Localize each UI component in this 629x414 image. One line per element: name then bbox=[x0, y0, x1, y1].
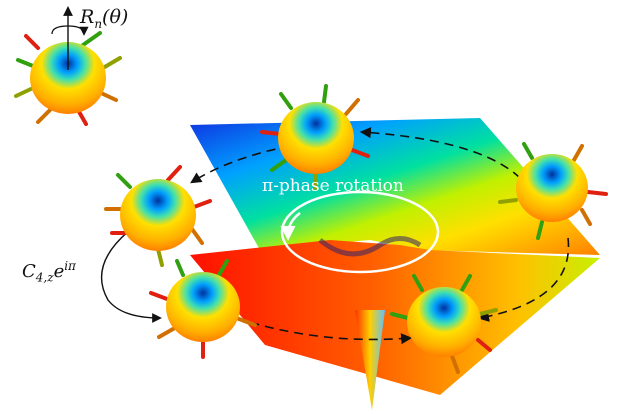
sphere-arrows bbox=[14, 31, 122, 126]
rotation-circle bbox=[280, 190, 440, 274]
vortex-cone bbox=[355, 310, 385, 410]
rotation-op-base: R bbox=[80, 6, 95, 28]
sphere-arrows bbox=[104, 165, 212, 267]
sphere-body bbox=[407, 287, 481, 357]
circular-arrow-icon bbox=[51, 25, 89, 36]
sphere-arrows bbox=[498, 142, 608, 240]
dashed-arc-top-right bbox=[359, 127, 521, 179]
spin-sphere-top bbox=[260, 84, 370, 190]
sphere-body bbox=[166, 272, 240, 342]
sphere-body bbox=[30, 42, 106, 114]
dashed-arc-top-left bbox=[190, 145, 291, 184]
sphere-arrows bbox=[149, 259, 257, 359]
sphere-arrows bbox=[390, 274, 498, 374]
sphere-body bbox=[278, 102, 354, 174]
rotation-op-arg: (θ) bbox=[102, 6, 129, 28]
c4-arc bbox=[100, 221, 162, 323]
pi-phase-rotation-label: π-phase rotation bbox=[262, 176, 404, 196]
vortex-core bbox=[318, 236, 422, 257]
spin-sphere-right bbox=[498, 142, 608, 240]
spin-sphere-top-left bbox=[14, 6, 122, 126]
sphere-arrows bbox=[260, 84, 370, 190]
dashed-arc-right bbox=[477, 237, 570, 322]
c4-op-exp-sup: iπ bbox=[64, 259, 76, 273]
c4-op-base: C bbox=[22, 261, 36, 282]
c4-op-exp: e bbox=[53, 261, 65, 282]
c4-op-sub: 4,z bbox=[35, 270, 54, 285]
c4-operator-label: C4,zeiπ bbox=[22, 259, 76, 285]
spin-sphere-bottom-left bbox=[149, 259, 257, 359]
rotation-op-sub: n bbox=[94, 16, 103, 31]
plane-lower-surface bbox=[190, 240, 600, 395]
rotation-operator-label: Rn(θ) bbox=[80, 6, 128, 31]
sphere-body bbox=[120, 179, 196, 251]
spin-sphere-bottom-right bbox=[390, 274, 498, 374]
sphere-body bbox=[516, 154, 588, 222]
spin-sphere-left bbox=[104, 165, 212, 267]
